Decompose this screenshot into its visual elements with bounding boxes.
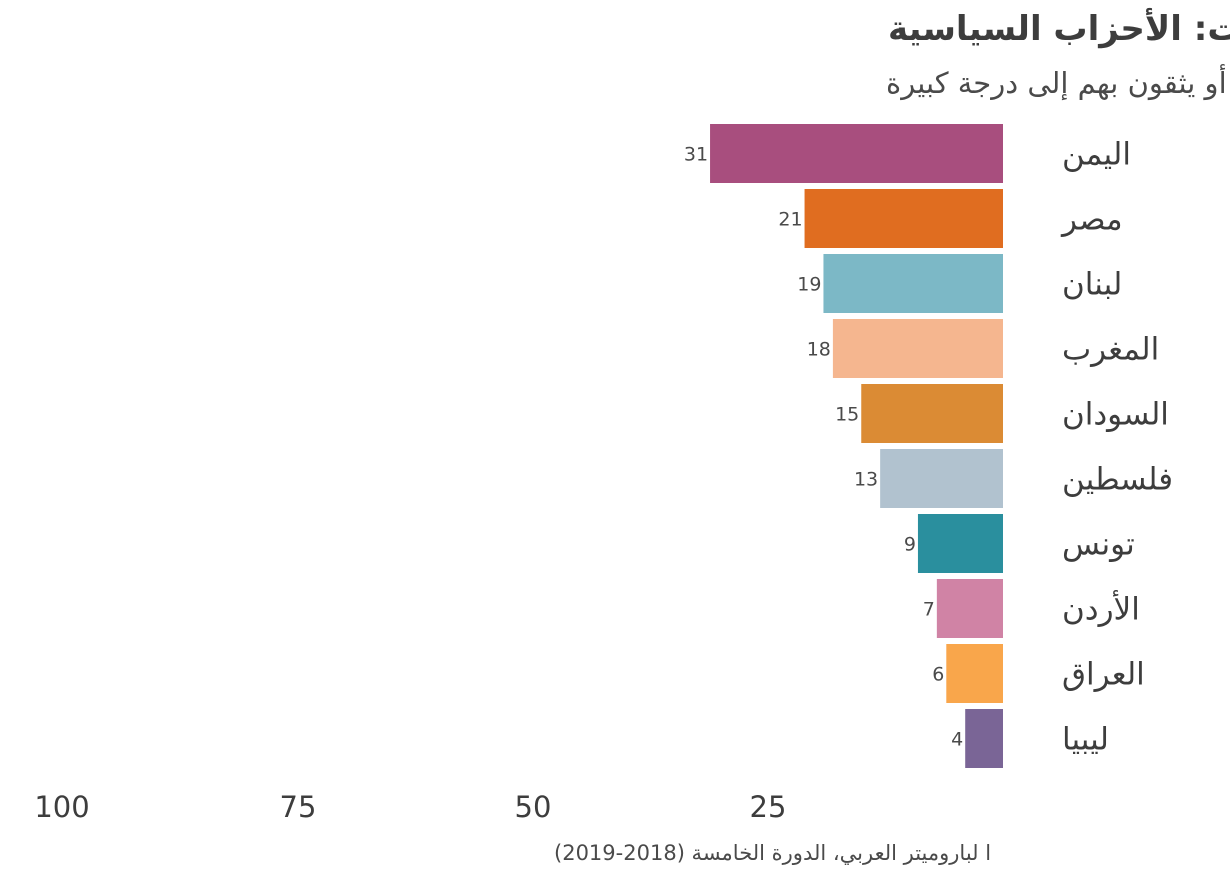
value-label-8: 6 xyxy=(932,664,944,686)
value-label-6: 9 xyxy=(904,534,916,556)
value-label-0: 31 xyxy=(684,144,708,166)
category-label-5: فلسطين xyxy=(1062,462,1173,498)
category-label-3: المغرب xyxy=(1062,332,1159,368)
category-label-9: ليبيا xyxy=(1062,722,1109,758)
category-label-1: مصر xyxy=(1060,202,1123,238)
bars-group: 31 اليمن 21 مصر 19 لبنان 18 المغرب 15 السودان 13 فل… xyxy=(684,124,1173,768)
value-label-5: 13 xyxy=(854,469,878,491)
value-label-1: 21 xyxy=(778,209,802,231)
category-label-8: العراق xyxy=(1062,657,1145,693)
bar-9 xyxy=(965,709,1003,768)
bar-8 xyxy=(946,644,1003,703)
bar-3 xyxy=(832,319,1003,378)
bar-4 xyxy=(861,384,1003,443)
category-label-6: تونس xyxy=(1062,527,1135,563)
x-axis-ticks: 100 75 50 25 xyxy=(34,790,786,824)
value-label-7: 7 xyxy=(923,599,935,621)
x-tick-label-1: 75 xyxy=(280,790,317,824)
value-label-2: 19 xyxy=(797,274,821,296)
bar-2 xyxy=(823,254,1003,313)
bar-5 xyxy=(880,449,1003,508)
category-label-2: لبنان xyxy=(1062,267,1122,303)
category-label-0: اليمن xyxy=(1062,137,1131,173)
source-note: ا لباروميتر العربي، الدورة الخامسة (2018… xyxy=(554,841,991,865)
x-tick-label-3: 25 xyxy=(750,790,787,824)
bar-6 xyxy=(917,514,1003,573)
x-tick-label-0: 100 xyxy=(34,790,89,824)
value-label-9: 4 xyxy=(951,729,963,751)
category-label-4: السودان xyxy=(1062,397,1169,433)
bar-1 xyxy=(804,189,1003,248)
bar-0 xyxy=(710,124,1003,183)
x-tick-label-2: 50 xyxy=(515,790,552,824)
category-label-7: الأردن xyxy=(1062,590,1140,628)
bar-7 xyxy=(936,579,1003,638)
chart-subtitle: % من يثقون بهم أو يثقون بهم إلى درجة كبي… xyxy=(886,63,1230,101)
chart-title: الثقة بالمؤسسات: الأحزاب السياسية xyxy=(888,7,1230,49)
value-label-4: 15 xyxy=(835,404,859,426)
value-label-3: 18 xyxy=(807,339,831,361)
